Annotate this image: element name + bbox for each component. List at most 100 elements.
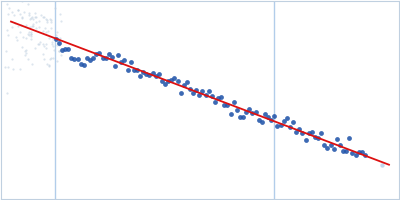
Point [10, 67, 16, 70]
Point [87, 59, 93, 62]
Point [17, 12, 24, 15]
Point [65, 48, 71, 51]
Point [290, 120, 296, 123]
Point [106, 52, 112, 56]
Point [48, 21, 54, 24]
Point [109, 55, 115, 59]
Point [52, 6, 58, 10]
Point [62, 47, 68, 50]
Point [202, 94, 209, 97]
Point [3, 91, 10, 94]
Point [4, 29, 10, 32]
Point [1, 65, 8, 68]
Point [74, 58, 81, 61]
Point [42, 26, 48, 29]
Point [23, 48, 29, 51]
Point [28, 24, 35, 27]
Point [28, 33, 34, 36]
Point [356, 150, 362, 154]
Point [46, 17, 53, 20]
Point [38, 13, 44, 16]
Point [149, 72, 156, 75]
Point [28, 16, 34, 19]
Point [327, 144, 334, 147]
Point [43, 31, 49, 34]
Point [33, 15, 39, 19]
Point [46, 65, 52, 68]
Point [209, 94, 215, 97]
Point [30, 23, 36, 26]
Point [15, 8, 21, 12]
Point [5, 66, 11, 69]
Point [99, 57, 106, 60]
Point [45, 30, 51, 33]
Point [26, 33, 32, 36]
Point [137, 75, 143, 78]
Point [34, 43, 41, 46]
Point [53, 33, 59, 36]
Point [128, 60, 134, 63]
Point [57, 54, 64, 57]
Point [18, 23, 24, 26]
Point [165, 80, 171, 83]
Point [228, 113, 234, 116]
Point [268, 119, 274, 122]
Point [190, 91, 196, 94]
Point [234, 108, 240, 111]
Point [315, 137, 321, 140]
Point [112, 64, 118, 68]
Point [48, 41, 55, 44]
Point [284, 117, 290, 120]
Point [174, 80, 181, 83]
Point [36, 41, 43, 44]
Point [156, 72, 162, 75]
Point [274, 125, 281, 128]
Point [359, 150, 365, 153]
Point [50, 56, 56, 59]
Point [25, 32, 32, 35]
Point [41, 15, 47, 18]
Point [28, 30, 34, 33]
Point [44, 21, 50, 24]
Point [130, 69, 137, 72]
Point [302, 138, 309, 141]
Point [10, 13, 17, 16]
Point [29, 18, 36, 21]
Point [13, 35, 19, 38]
Point [143, 72, 150, 75]
Point [30, 24, 36, 27]
Point [118, 60, 124, 63]
Point [321, 144, 328, 147]
Point [5, 34, 12, 37]
Point [252, 111, 259, 114]
Point [50, 37, 56, 41]
Point [32, 26, 39, 30]
Point [40, 29, 46, 32]
Point [96, 52, 103, 55]
Point [162, 82, 168, 86]
Point [40, 42, 46, 46]
Point [44, 19, 51, 22]
Point [17, 30, 23, 33]
Point [352, 154, 359, 157]
Point [324, 146, 331, 149]
Point [215, 96, 221, 99]
Point [46, 57, 53, 60]
Point [330, 147, 337, 150]
Point [48, 27, 54, 30]
Point [52, 38, 59, 41]
Point [28, 33, 34, 36]
Point [312, 136, 318, 139]
Point [19, 16, 26, 19]
Point [346, 136, 352, 140]
Point [5, 7, 12, 10]
Point [2, 50, 9, 53]
Point [178, 91, 184, 95]
Point [168, 78, 174, 81]
Point [71, 57, 78, 61]
Point [57, 12, 63, 16]
Point [43, 42, 50, 46]
Point [56, 50, 62, 53]
Point [29, 16, 35, 19]
Point [206, 89, 212, 92]
